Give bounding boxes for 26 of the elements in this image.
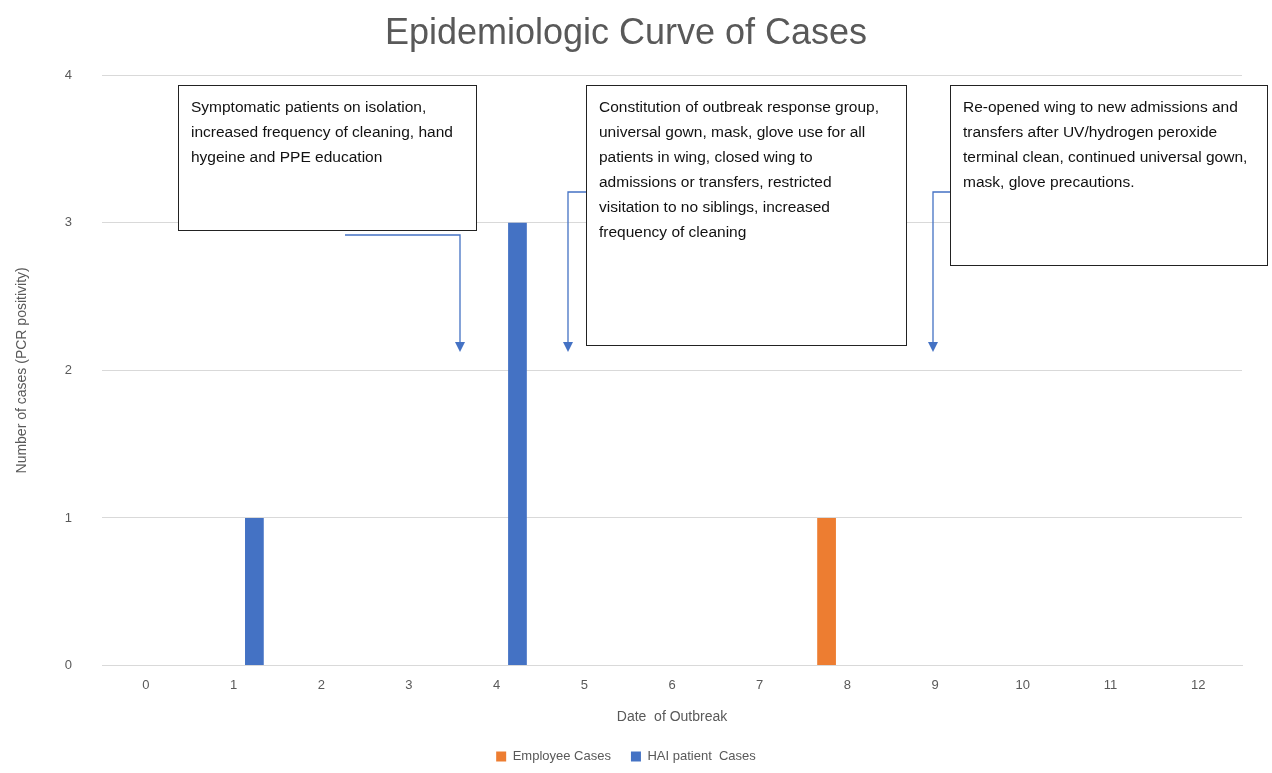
legend-label: HAI patient Cases [647,748,757,764]
x-tick-label: 6 [668,676,676,692]
x-tick-label: 5 [580,676,588,692]
y-tick-label: 2 [64,361,73,377]
chart-title: Epidemiologic Curve of Cases [384,10,868,52]
legend-label: Employee Cases [512,748,612,764]
x-tick-label: 7 [756,676,764,692]
callout-box: Re-opened wing to new admissions and transfers after UV/hydrogen peroxide terminal clean, continued universal gown, mask, glove precautions. [950,85,1268,266]
x-tick-label: 3 [405,676,413,692]
x-tick-label: 9 [931,676,939,692]
x-tick-label: 1 [229,676,238,692]
y-axis-title: Number of cases (PCR positivity) [13,267,30,474]
x-tick-label: 2 [317,676,325,692]
y-tick-label: 4 [64,66,73,82]
y-tick-label: 1 [64,509,73,525]
callout-box: Symptomatic patients on isolation, increased frequency of cleaning, hand hygeine and PPE education [178,85,477,231]
callout-box: Constitution of outbreak response group, universal gown, mask, glove use for all patients in wing, closed wing to admissions or transfers, restricted visitation to no siblings, increased frequency of cleaning [586,85,907,346]
y-tick-label: 0 [64,657,73,673]
x-tick-label: 11 [1103,676,1118,692]
y-tick-label: 3 [64,214,73,230]
x-tick-label: 0 [142,676,150,692]
x-tick-label: 8 [843,676,852,692]
x-axis-title: Date of Outbreak [616,708,729,725]
x-tick-label: 12 [1190,676,1206,692]
x-tick-label: 4 [493,676,501,692]
x-tick-label: 10 [1015,676,1031,692]
